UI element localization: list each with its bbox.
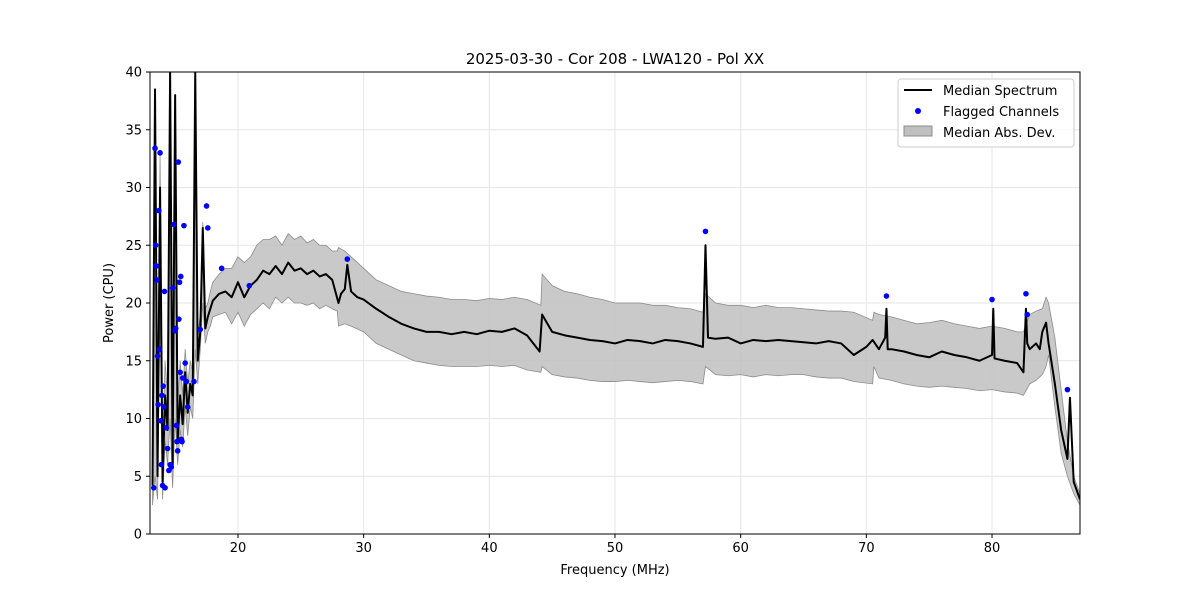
flagged-point	[218, 265, 225, 272]
y-axis-label: Power (CPU)	[102, 263, 117, 343]
mad-band	[152, 83, 1080, 506]
flagged-point	[160, 383, 166, 389]
flagged-point	[197, 326, 204, 333]
flagged-point	[159, 392, 165, 399]
y-tick-label: 10	[125, 412, 142, 427]
x-tick-label: 50	[607, 541, 624, 556]
legend-mad-label: Median Abs. Dev.	[943, 126, 1055, 141]
flagged-point	[203, 203, 210, 209]
flagged-point	[177, 369, 183, 376]
flagged-point	[191, 378, 197, 385]
flagged-point	[702, 228, 709, 235]
flagged-point	[153, 263, 160, 269]
flagged-point	[344, 256, 351, 262]
flagged-point	[1024, 311, 1031, 318]
flagged-point	[179, 375, 186, 381]
x-tick-label: 20	[230, 541, 247, 556]
flagged-point	[154, 353, 161, 359]
flagged-point	[161, 404, 167, 410]
flagged-point	[154, 277, 160, 283]
legend: Median Spectrum Flagged Channels Median …	[897, 78, 1075, 148]
median-line-layer	[151, 72, 1080, 500]
y-tick-label: 30	[125, 181, 142, 196]
flagged-point	[173, 422, 180, 429]
flagged-point	[1064, 386, 1071, 393]
y-tick-label: 35	[125, 123, 142, 138]
flagged-point	[171, 221, 177, 228]
x-tick-label: 30	[355, 541, 372, 556]
y-tick-label: 40	[125, 66, 142, 81]
mad-band-layer	[152, 83, 1080, 506]
flagged-point	[155, 207, 162, 214]
legend-flagged-swatch	[915, 108, 921, 114]
flagged-point	[174, 448, 181, 454]
legend-mad-swatch	[903, 125, 933, 137]
x-tick-label: 70	[858, 541, 875, 556]
flagged-point	[175, 159, 182, 165]
flagged-point	[162, 485, 168, 491]
flagged-point	[157, 418, 164, 424]
flagged-point	[152, 242, 159, 249]
y-tick-label: 15	[125, 354, 142, 369]
flagged-point	[172, 325, 179, 332]
flagged-point	[156, 346, 163, 353]
flagged-point	[205, 225, 211, 231]
flagged-point	[155, 401, 161, 408]
legend-flagged-label: Flagged Channels	[943, 105, 1059, 120]
flagged-point	[174, 438, 180, 445]
flagged-point	[183, 378, 190, 385]
flagged-point	[158, 461, 165, 468]
y-tick-label: 5	[134, 470, 142, 485]
x-tick-label: 80	[984, 541, 1001, 556]
flagged-point	[246, 282, 253, 289]
flagged-point	[181, 222, 187, 229]
flagged-point	[1023, 290, 1029, 297]
flagged-point	[176, 316, 182, 322]
flagged-point	[177, 273, 184, 280]
flagged-point	[164, 445, 171, 452]
flagged-point	[152, 145, 158, 152]
x-tick-label: 60	[732, 541, 749, 556]
flagged-point	[163, 424, 170, 431]
flagged-point	[182, 360, 188, 366]
legend-median-label: Median Spectrum	[943, 84, 1057, 99]
flagged-point	[169, 285, 176, 291]
flagged-point	[179, 438, 185, 445]
y-tick-label: 20	[125, 297, 142, 312]
y-tick-label: 0	[134, 528, 142, 543]
flagged-point	[150, 485, 157, 491]
x-tick-label: 40	[481, 541, 498, 556]
flagged-point	[161, 288, 168, 295]
flagged-points-layer	[150, 145, 1071, 491]
median-spectrum-line	[151, 72, 1080, 500]
flagged-point	[176, 279, 183, 286]
y-axis: 0 5 10 15 20 25 30 35 40	[125, 66, 150, 543]
flagged-point	[157, 150, 163, 156]
y-tick-label: 25	[125, 239, 142, 254]
flagged-point	[883, 293, 890, 299]
flagged-point	[989, 296, 995, 303]
chart-title: 2025-03-30 - Cor 208 - LWA120 - Pol XX	[466, 50, 764, 68]
flagged-point	[184, 404, 191, 410]
x-axis: 20 30 40 50 60 70 80	[230, 534, 1001, 556]
legend-box	[897, 78, 1075, 148]
flagged-point	[168, 464, 175, 470]
x-axis-label: Frequency (MHz)	[560, 563, 669, 578]
